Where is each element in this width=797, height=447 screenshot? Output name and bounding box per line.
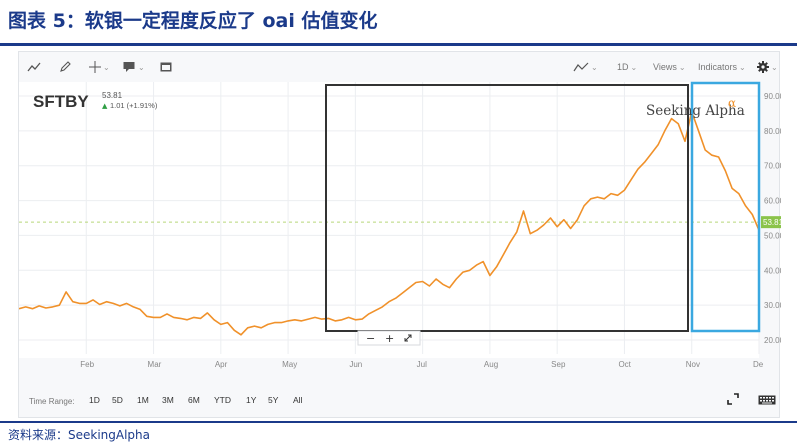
keyboard-icon[interactable] (758, 395, 776, 405)
range-1y-button[interactable]: 1Y (246, 395, 257, 405)
x-tick-label: De (753, 360, 764, 369)
y-tick-label: 40.00 (764, 266, 781, 275)
interval-label: 1D (617, 62, 629, 72)
x-tick-label: Jul (417, 360, 427, 369)
range-6m-button[interactable]: 6M (188, 395, 200, 405)
draw-tool[interactable] (59, 59, 71, 75)
title-rule (0, 43, 797, 46)
expand-icon[interactable] (727, 393, 739, 405)
y-tick-label: 90.00 (764, 92, 781, 101)
ticker-price: 53.81 (102, 91, 123, 100)
y-tick-label: 80.00 (764, 127, 781, 136)
pencil-icon (60, 61, 71, 72)
time-range-bar: Time Range: 1D 5D 1M 3M 6M YTD 1Y 5Y All (19, 384, 779, 418)
crosshair-icon (89, 61, 101, 73)
time-range-label: Time Range: (29, 397, 75, 406)
ticker-symbol: SFTBY (33, 92, 89, 111)
interval-dropdown[interactable]: 1D ⌄ (617, 59, 637, 75)
y-tick-label: 60.00 (764, 197, 781, 206)
crosshair-tool[interactable]: ⌄ (89, 59, 110, 75)
chevron-down-icon: ⌄ (630, 62, 638, 72)
range-5y-button[interactable]: 5Y (268, 395, 279, 405)
calendar-tool[interactable] (160, 59, 172, 75)
y-tick-label: 70.00 (764, 162, 781, 171)
y-tick-label: 50.00 (764, 231, 781, 240)
footer-rule (0, 421, 797, 423)
calendar-icon (160, 62, 172, 72)
y-tick-label: 20.00 (764, 336, 781, 345)
highlight-box-blue (690, 81, 761, 333)
indicators-label: Indicators (698, 62, 738, 72)
price-chart[interactable]: 20.00 30.00 40.00 50.00 60.00 70.00 80.00 90.00… (19, 52, 781, 384)
chart-style-button[interactable]: ⌄ (573, 59, 598, 75)
zoom-reset-icon[interactable] (404, 334, 412, 342)
range-ytd-button[interactable]: YTD (214, 395, 231, 405)
chevron-down-icon: ⌄ (138, 62, 145, 72)
source-note: 资料来源：SeekingAlpha (8, 428, 151, 442)
settings-button[interactable]: ⌄ (757, 59, 778, 75)
indicators-dropdown[interactable]: Indicators ⌄ (698, 59, 746, 75)
alpha-logo-icon: α (728, 96, 736, 110)
x-tick-label: Nov (686, 360, 700, 369)
comment-icon (123, 62, 135, 72)
x-tick-label: Oct (618, 360, 631, 369)
x-tick-label: Aug (484, 360, 498, 369)
range-all-button[interactable]: All (293, 395, 303, 405)
y-tick-label: 30.00 (764, 301, 781, 310)
x-tick-label: Jun (349, 360, 362, 369)
range-3m-button[interactable]: 3M (162, 395, 174, 405)
chart-panel: ⌄ ⌄ ⌄ 1D ⌄ Views ⌄ (18, 51, 781, 418)
gear-icon (757, 61, 769, 73)
zoom-out-button[interactable]: − (366, 332, 375, 345)
range-1d-button[interactable]: 1D (89, 395, 100, 405)
x-tick-label: Apr (215, 360, 228, 369)
x-tick-label: May (282, 360, 297, 369)
price-series-line (19, 110, 760, 336)
comment-tool[interactable]: ⌄ (123, 59, 145, 75)
figure-title: 图表 5：软银一定程度反应了 oai 估值变化 (8, 10, 378, 32)
chevron-down-icon: ⌄ (103, 62, 110, 72)
x-tick-label: Mar (148, 360, 162, 369)
views-dropdown[interactable]: Views ⌄ (653, 59, 686, 75)
ticker-change: 1.01 (+1.91%) (110, 101, 158, 110)
chevron-down-icon: ⌄ (771, 62, 778, 72)
mountain-chart-icon (573, 62, 589, 72)
range-5d-button[interactable]: 5D (112, 395, 123, 405)
plot-area (19, 82, 759, 358)
change-up-icon: ▲ (102, 102, 108, 110)
seeking-alpha-watermark: Seeking Alpha (646, 103, 745, 119)
last-price-tag (761, 216, 781, 229)
x-tick-label: Feb (80, 360, 94, 369)
trend-line-tool[interactable] (27, 59, 41, 75)
chart-toolbar: ⌄ ⌄ ⌄ 1D ⌄ Views ⌄ (19, 52, 779, 82)
chevron-down-icon: ⌄ (739, 62, 746, 72)
range-1m-button[interactable]: 1M (137, 395, 149, 405)
last-price-tag-label: 53.81 (763, 218, 781, 227)
chevron-down-icon: ⌄ (591, 62, 598, 72)
chevron-down-icon: ⌄ (678, 62, 686, 72)
x-tick-label: Sep (551, 360, 566, 369)
zoom-in-button[interactable]: + (385, 332, 394, 345)
trend-line-icon (27, 62, 41, 72)
highlight-box-black (325, 84, 689, 332)
views-label: Views (653, 62, 677, 72)
